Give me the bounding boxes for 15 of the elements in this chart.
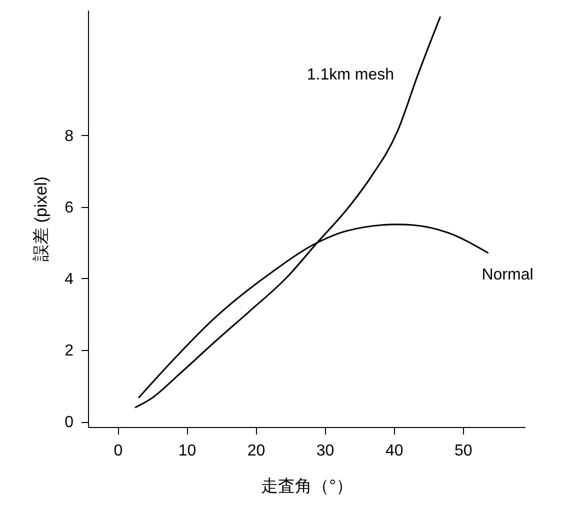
y-tick-label: 4 — [64, 270, 74, 288]
x-tick-label: 30 — [316, 442, 334, 460]
series-label: 1.1km mesh — [306, 66, 394, 84]
x-tick-label: 0 — [114, 442, 123, 460]
series-label: Normal — [482, 266, 534, 284]
y-tick-label: 6 — [64, 199, 74, 216]
x-tick-label: 10 — [178, 442, 196, 460]
y-tick-label: 2 — [64, 342, 74, 360]
x-tick-label: 50 — [454, 442, 472, 460]
y-axis-title: 誤差 (pixel) — [32, 176, 51, 262]
x-tick-label: 20 — [247, 442, 266, 460]
y-tick-label: 8 — [64, 128, 74, 145]
x-tick-label: 40 — [385, 442, 404, 460]
y-tick-label: 0 — [64, 414, 74, 432]
x-axis-title: 走査角（°） — [261, 476, 353, 496]
